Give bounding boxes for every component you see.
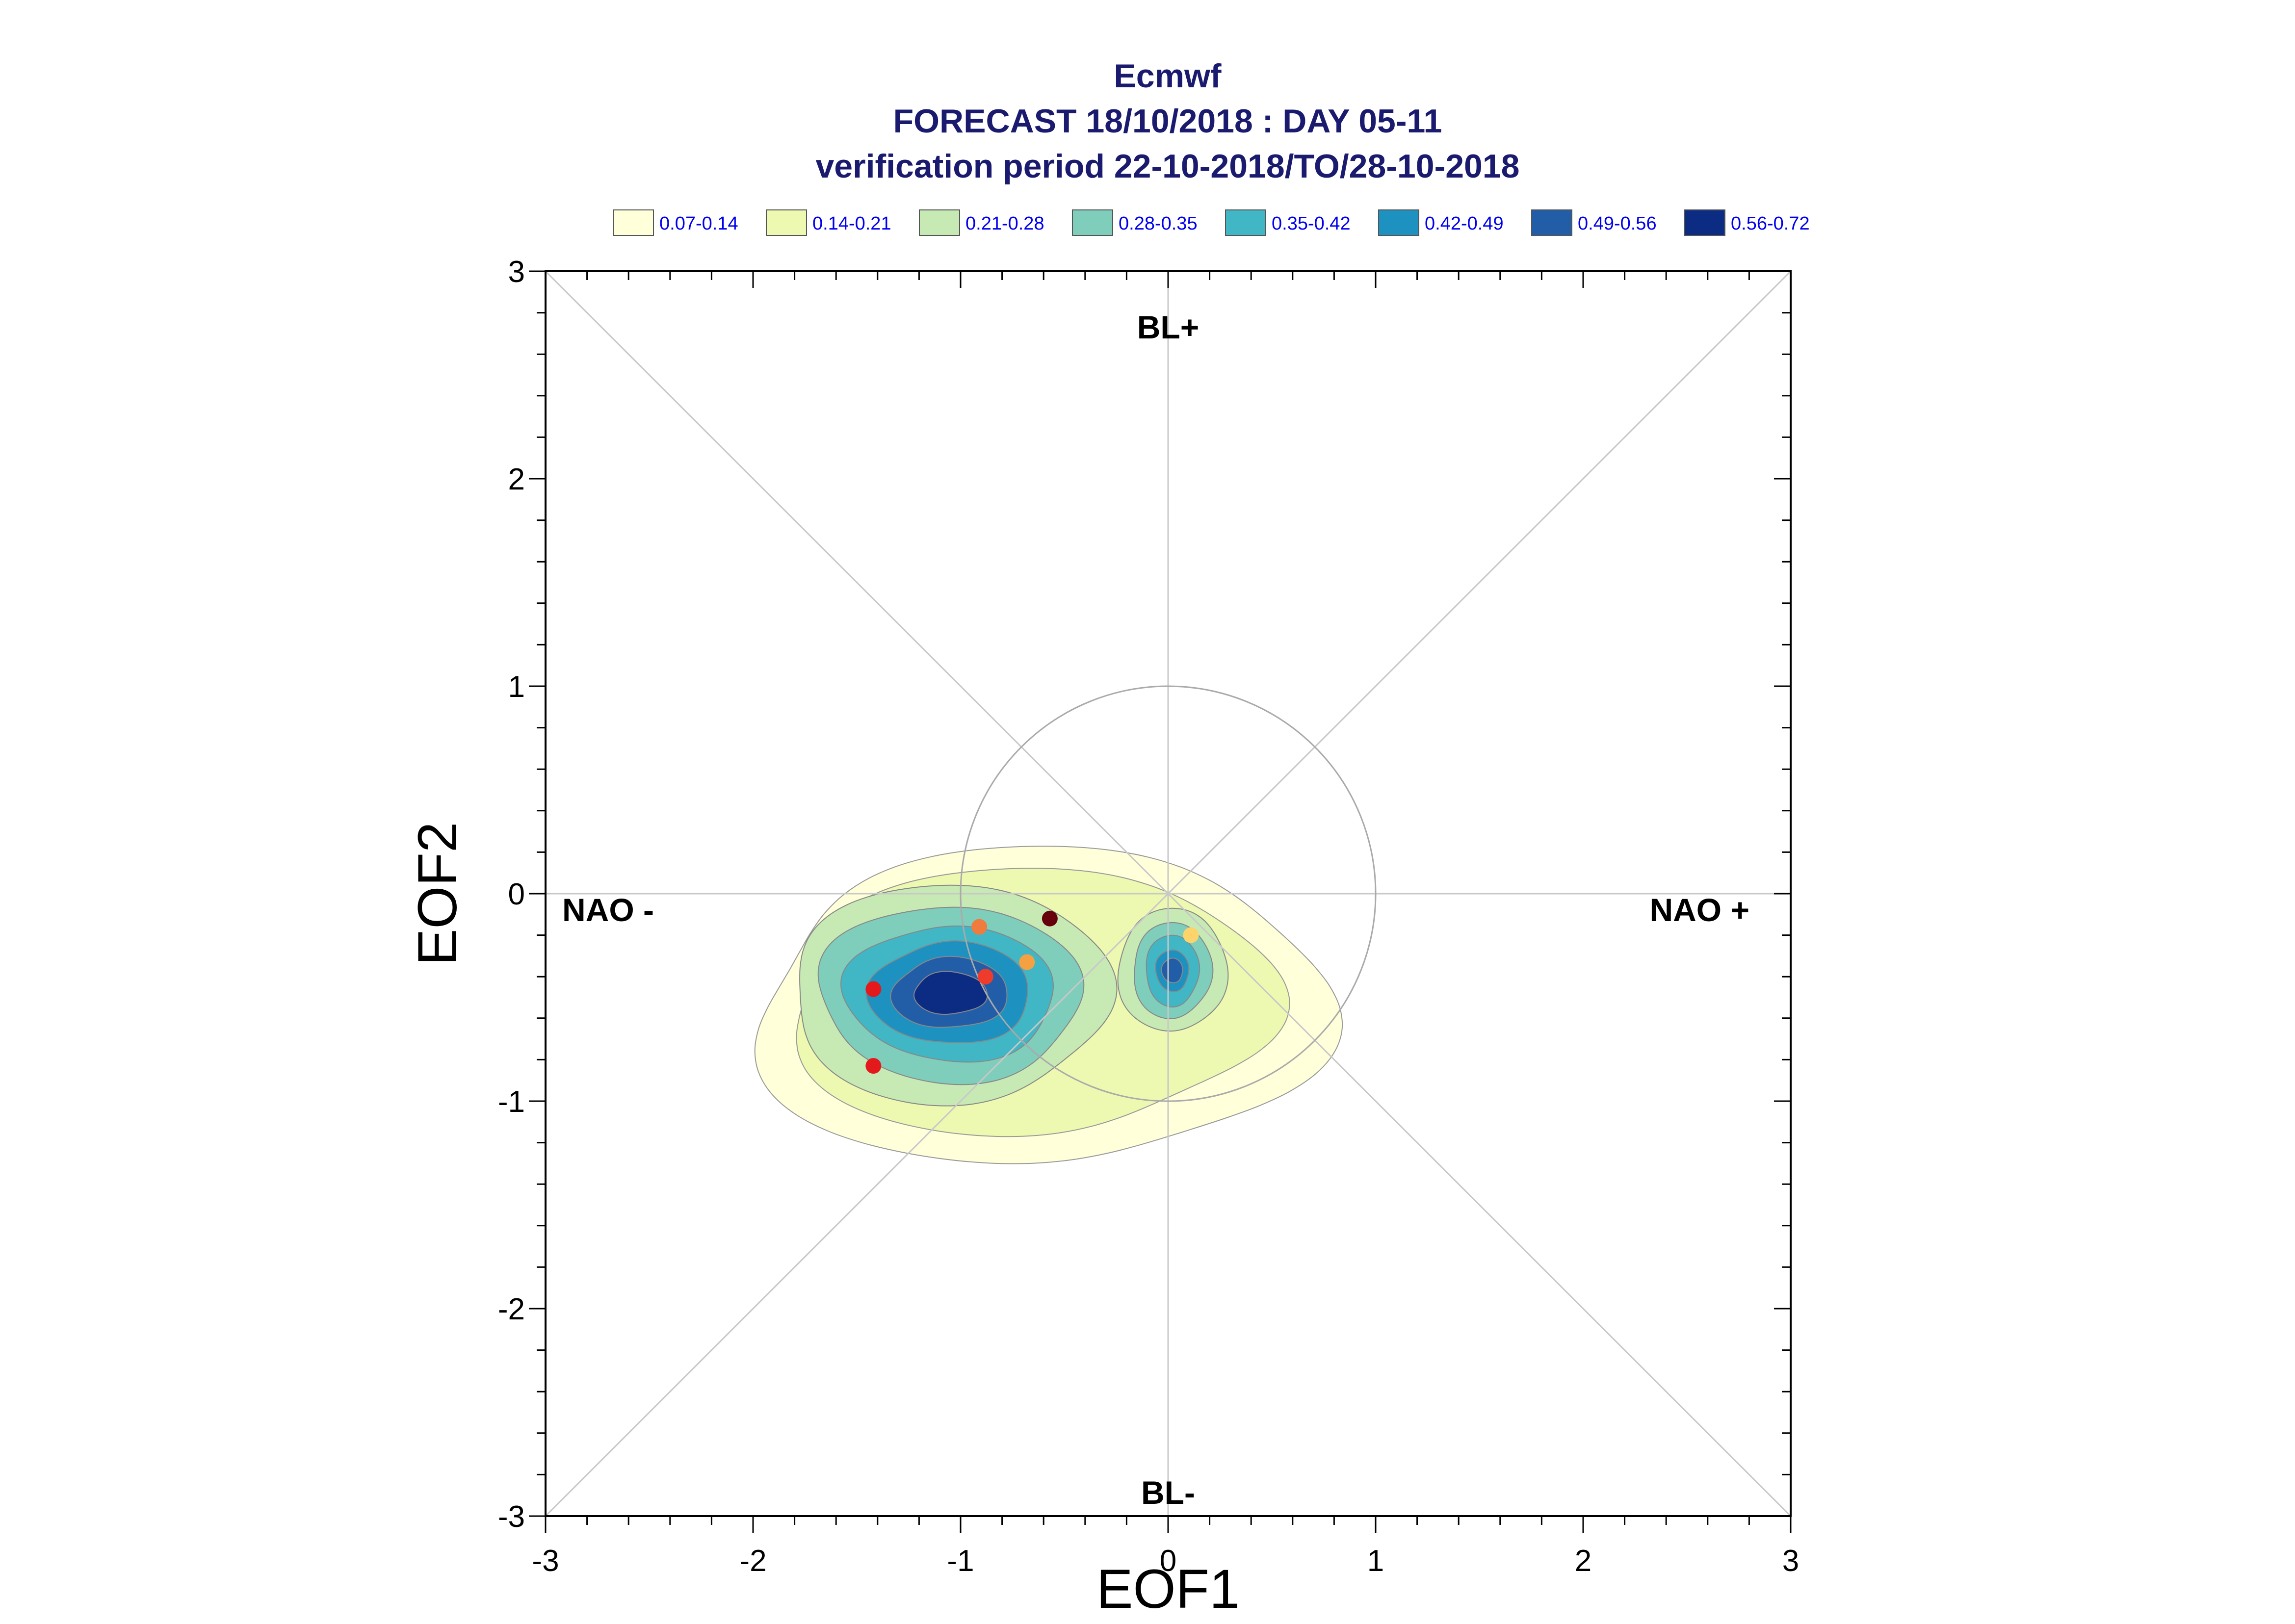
x-tick-label: -1 xyxy=(947,1544,974,1578)
scatter-point xyxy=(977,969,993,985)
scatter-point xyxy=(865,1058,882,1074)
x-tick-label: -2 xyxy=(739,1544,766,1578)
y-tick-label: 2 xyxy=(508,463,525,496)
legend-swatch xyxy=(1225,209,1266,236)
y-tick-label: 0 xyxy=(508,877,525,911)
legend-swatch xyxy=(1072,209,1113,236)
scatter-point xyxy=(1042,910,1058,927)
legend-label: 0.07-0.14 xyxy=(659,213,738,234)
y-tick-label: 3 xyxy=(508,255,525,289)
x-tick-label: 1 xyxy=(1367,1544,1384,1578)
legend-swatch xyxy=(919,209,960,236)
y-axis-title: EOF2 xyxy=(407,822,468,966)
y-tick-label: -1 xyxy=(498,1085,525,1119)
regime-label-top: BL+ xyxy=(1137,309,1200,345)
density-contour xyxy=(913,971,988,1015)
legend-swatch xyxy=(1378,209,1419,236)
legend-label: 0.56-0.72 xyxy=(1731,213,1810,234)
reference-lines xyxy=(545,270,1792,1517)
legend-swatch xyxy=(613,209,654,236)
x-tick-label: 2 xyxy=(1575,1544,1591,1578)
legend-label: 0.42-0.49 xyxy=(1425,213,1504,234)
chart-subtitle-line-1: FORECAST 18/10/2018 : DAY 05-11 xyxy=(893,103,1442,140)
legend-swatch xyxy=(766,209,807,236)
density-contours xyxy=(754,846,1343,1164)
reference-circle xyxy=(960,685,1377,1102)
x-tick-label: 0 xyxy=(1160,1544,1176,1578)
scatter-point xyxy=(865,981,882,997)
regime-label-left: NAO - xyxy=(562,892,654,928)
x-axis-title: EOF1 xyxy=(1096,1558,1240,1620)
chart-subtitle-line-2: verification period 22-10-2018/TO/28-10-… xyxy=(815,148,1519,185)
legend-swatch xyxy=(1531,209,1572,236)
x-tick-label: -3 xyxy=(532,1544,559,1578)
density-contour xyxy=(1161,957,1183,983)
chart-title: Ecmwf xyxy=(1114,57,1222,95)
legend-label: 0.49-0.56 xyxy=(1578,213,1657,234)
axis-ticks: -3 -2 -1 0 1 2 3 -3 -2 -1 0 1 2 3 xyxy=(498,255,1799,1578)
scatter-points xyxy=(865,910,1199,1074)
scatter-point xyxy=(1183,927,1199,943)
plot-area: -3 -2 -1 0 1 2 3 -3 -2 -1 0 1 2 3 xyxy=(498,255,1799,1578)
scatter-point xyxy=(1019,954,1035,970)
legend-label: 0.21-0.28 xyxy=(965,213,1044,234)
regime-label-bottom: BL- xyxy=(1141,1474,1195,1511)
legend-swatch xyxy=(1684,209,1725,236)
legend-label: 0.14-0.21 xyxy=(812,213,891,234)
scatter-point xyxy=(971,919,988,935)
regime-label-right: NAO + xyxy=(1649,892,1749,928)
legend-label: 0.35-0.42 xyxy=(1272,213,1351,234)
x-tick-label: 3 xyxy=(1782,1544,1799,1578)
y-tick-label: 1 xyxy=(508,670,525,704)
legend: 0.07-0.14 0.14-0.21 0.21-0.28 0.28-0.35 0.35… xyxy=(613,209,1810,236)
legend-label: 0.28-0.35 xyxy=(1119,213,1198,234)
y-tick-label: -3 xyxy=(498,1500,525,1534)
y-tick-label: -2 xyxy=(498,1292,525,1326)
diagonal-line xyxy=(545,270,1792,1517)
